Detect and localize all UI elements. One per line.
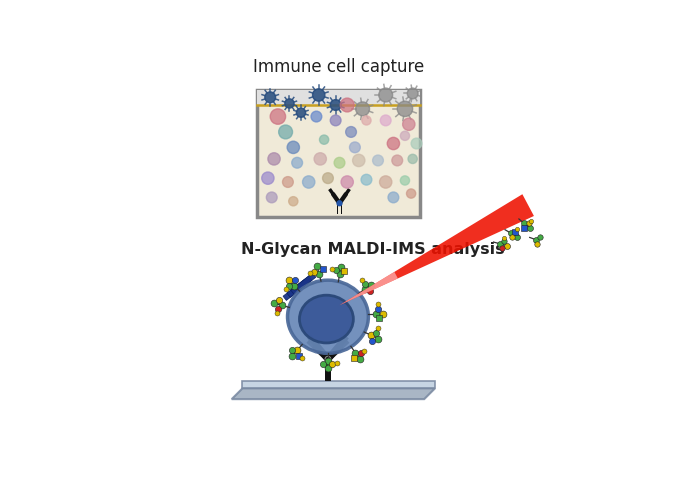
Circle shape	[296, 108, 306, 117]
Circle shape	[285, 99, 294, 108]
Ellipse shape	[300, 295, 354, 343]
Circle shape	[287, 141, 300, 153]
Bar	[290, 273, 316, 294]
Circle shape	[372, 155, 384, 166]
Circle shape	[388, 192, 399, 203]
Circle shape	[380, 115, 391, 126]
Circle shape	[400, 131, 410, 141]
Polygon shape	[232, 389, 435, 399]
Bar	[287, 276, 312, 297]
Bar	[325, 359, 329, 381]
Text: Immune cell capture: Immune cell capture	[253, 58, 424, 76]
Circle shape	[408, 154, 417, 164]
Bar	[328, 188, 335, 195]
Bar	[257, 90, 420, 105]
Circle shape	[346, 126, 356, 137]
Circle shape	[330, 99, 341, 110]
Circle shape	[411, 138, 422, 149]
Circle shape	[312, 89, 325, 101]
Bar	[307, 340, 317, 349]
Circle shape	[314, 153, 326, 165]
Circle shape	[340, 98, 354, 112]
Bar	[340, 203, 342, 214]
Circle shape	[270, 109, 286, 124]
Polygon shape	[340, 272, 398, 305]
Circle shape	[407, 88, 418, 99]
Circle shape	[361, 174, 372, 185]
Bar	[307, 335, 318, 347]
Bar	[337, 203, 339, 214]
Circle shape	[319, 135, 329, 144]
Ellipse shape	[288, 280, 368, 353]
Bar	[283, 279, 308, 300]
Circle shape	[262, 172, 274, 184]
Circle shape	[402, 118, 415, 130]
Circle shape	[362, 116, 371, 125]
Circle shape	[326, 358, 330, 361]
Circle shape	[266, 192, 277, 203]
Text: N-Glycan MALDI-IMS analysis: N-Glycan MALDI-IMS analysis	[241, 242, 505, 257]
Circle shape	[334, 157, 345, 168]
Circle shape	[337, 201, 342, 206]
Bar	[339, 340, 349, 349]
Circle shape	[379, 176, 392, 188]
Bar	[338, 335, 349, 347]
Circle shape	[265, 92, 276, 103]
Circle shape	[356, 102, 370, 116]
Circle shape	[292, 157, 302, 168]
Circle shape	[330, 115, 341, 126]
Circle shape	[268, 153, 280, 165]
Circle shape	[397, 101, 412, 117]
Circle shape	[288, 196, 298, 206]
Circle shape	[349, 142, 360, 153]
Circle shape	[341, 176, 354, 188]
Bar	[257, 90, 420, 217]
Circle shape	[353, 154, 365, 167]
Circle shape	[283, 176, 293, 187]
Circle shape	[311, 111, 322, 122]
Circle shape	[326, 356, 330, 362]
Circle shape	[379, 88, 393, 102]
Polygon shape	[340, 194, 534, 305]
Bar	[327, 359, 331, 381]
Circle shape	[392, 155, 402, 166]
Circle shape	[302, 176, 315, 188]
Bar	[344, 188, 351, 195]
Circle shape	[400, 176, 410, 185]
Circle shape	[387, 137, 400, 149]
Circle shape	[323, 173, 333, 184]
Circle shape	[407, 189, 416, 198]
Polygon shape	[242, 381, 435, 389]
Circle shape	[279, 125, 293, 139]
